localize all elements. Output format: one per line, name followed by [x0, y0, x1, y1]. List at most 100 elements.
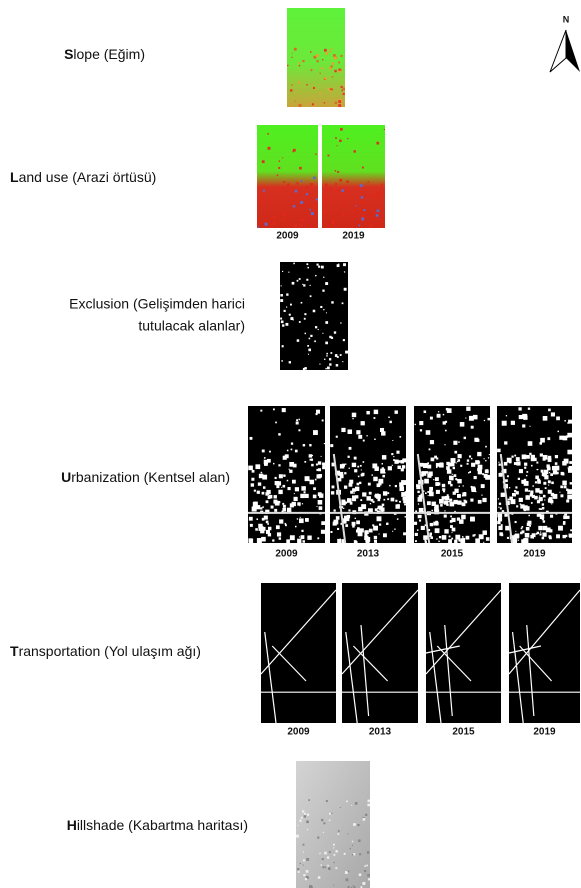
map-texture: [373, 525, 378, 531]
map-texture: [358, 839, 361, 842]
map-texture: [316, 263, 319, 266]
map-texture: [544, 499, 546, 501]
map-texture: [544, 487, 547, 490]
map-texture: [527, 441, 533, 446]
map-texture: [453, 474, 457, 477]
map-texture: [274, 500, 280, 506]
map-texture: [298, 215, 300, 217]
map-texture: [271, 218, 273, 220]
map-texture: [268, 199, 270, 201]
map-texture: [355, 204, 358, 207]
map-texture: [381, 467, 384, 470]
map-texture: [451, 527, 456, 532]
map-texture: [281, 408, 286, 413]
map-texture: [341, 89, 343, 92]
map-texture: [271, 207, 273, 209]
map-texture: [482, 530, 487, 535]
map-texture: [339, 354, 342, 356]
map-texture: [366, 435, 368, 437]
map-texture: [567, 422, 569, 424]
map-texture: [454, 488, 459, 493]
map-texture: [501, 420, 507, 426]
map-texture: [417, 503, 420, 505]
map-texture: [404, 503, 406, 506]
road-line: [519, 645, 553, 682]
map-texture: [333, 853, 336, 856]
map-texture: [290, 448, 293, 451]
map-texture: [309, 444, 312, 447]
map-texture: [280, 299, 284, 303]
map-texture: [457, 478, 462, 484]
map-texture: [329, 90, 332, 93]
map-texture: [511, 492, 516, 497]
map-texture: [404, 491, 406, 493]
map-texture: [364, 869, 367, 873]
map-texture: [434, 455, 437, 459]
map-texture: [338, 263, 340, 265]
map-texture: [296, 182, 299, 185]
map-texture: [518, 407, 522, 411]
map-texture: [549, 529, 553, 533]
map-texture: [307, 858, 309, 861]
map-texture: [329, 188, 332, 192]
map-texture: [422, 473, 424, 476]
map-texture: [285, 322, 289, 326]
map-texture: [343, 852, 346, 855]
map-texture: [346, 514, 351, 519]
map-texture: [341, 302, 344, 305]
year-label: 2009: [287, 727, 310, 738]
map-texture: [460, 464, 463, 467]
map-texture: [528, 514, 530, 517]
map-texture: [514, 520, 517, 524]
map-texture: [506, 457, 512, 463]
map-texture: [550, 473, 554, 476]
road-line: [260, 589, 337, 675]
map-texture: [441, 496, 446, 500]
map-texture: [446, 466, 450, 470]
map-texture: [304, 313, 307, 316]
map-texture: [394, 459, 399, 464]
map-texture: [260, 409, 263, 412]
map-texture: [504, 513, 508, 517]
map-texture: [310, 885, 313, 888]
map-texture: [530, 490, 534, 494]
map-texture: [471, 462, 476, 467]
map-texture: [347, 833, 349, 835]
map-texture: [278, 489, 283, 495]
map-texture: [374, 495, 376, 497]
map-texture: [438, 540, 440, 543]
map-texture: [281, 360, 283, 362]
map-texture: [367, 803, 370, 807]
map-texture: [498, 502, 502, 505]
map-texture: [307, 344, 310, 347]
map-texture: [347, 886, 350, 888]
map-texture: [298, 62, 301, 64]
map-texture: [304, 877, 308, 881]
map-texture: [435, 482, 440, 486]
map-texture: [319, 852, 321, 855]
map-texture: [324, 358, 326, 360]
map-texture: [265, 500, 269, 504]
map-texture: [333, 331, 337, 334]
map-texture: [291, 56, 293, 58]
map-texture: [263, 515, 268, 520]
map-texture: [248, 516, 253, 521]
map-texture: [324, 851, 327, 855]
map-texture: [362, 461, 365, 463]
map-texture: [347, 429, 353, 434]
map-texture: [375, 195, 378, 198]
map-texture: [360, 499, 363, 502]
map-texture: [549, 499, 554, 504]
map-texture: [511, 455, 514, 458]
road-line: [271, 645, 307, 682]
map-texture: [352, 488, 356, 492]
map-texture: [540, 508, 542, 510]
map-texture: [351, 497, 357, 502]
map-texture: [429, 486, 434, 491]
map-texture: [281, 510, 284, 513]
map-texture: [331, 220, 335, 224]
map-texture: [508, 460, 512, 464]
map-texture: [346, 498, 352, 503]
map-texture: [542, 416, 548, 421]
map-texture: [270, 505, 274, 509]
